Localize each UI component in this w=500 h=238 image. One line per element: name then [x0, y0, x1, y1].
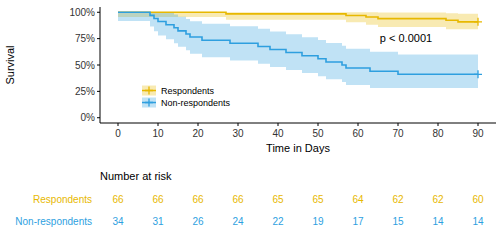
x-tick	[358, 123, 359, 126]
x-tick-label: 50	[312, 128, 324, 139]
legend-label: Non-respondents	[161, 98, 231, 108]
risk-count: 66	[192, 194, 204, 205]
x-tick	[158, 123, 159, 126]
legend-key	[142, 86, 156, 96]
risk-count: 14	[432, 216, 444, 227]
x-tick	[438, 123, 439, 126]
survival-curve	[118, 12, 478, 22]
y-axis-title: Survival	[4, 45, 16, 84]
risk-count: 19	[312, 216, 324, 227]
risk-count: 64	[352, 194, 364, 205]
y-tick	[97, 91, 100, 92]
risk-count: 66	[112, 194, 124, 205]
x-tick	[118, 123, 119, 126]
y-tick-label: 25%	[75, 86, 95, 97]
chart: 0% 25% 50% 75% 100% 0 10 20 30 40 50 60 70 80 90 Surviv…	[0, 0, 500, 238]
risk-table-title: Number at risk	[100, 170, 172, 182]
x-tick-label: 30	[232, 128, 244, 139]
risk-row-label: Respondents	[33, 194, 92, 205]
risk-count: 62	[392, 194, 404, 205]
y-tick	[97, 38, 100, 39]
risk-count: 62	[432, 194, 444, 205]
x-tick-label: 10	[152, 128, 164, 139]
survival-curve	[118, 12, 478, 74]
risk-count: 34	[112, 216, 124, 227]
risk-count: 65	[312, 194, 324, 205]
x-tick-label: 90	[472, 128, 484, 139]
confidence-band	[118, 12, 478, 88]
x-tick-label: 40	[272, 128, 284, 139]
x-axis-title: Time in Days	[266, 142, 330, 154]
risk-count: 65	[272, 194, 284, 205]
legend-key	[142, 98, 156, 108]
risk-count: 26	[192, 216, 204, 227]
x-tick-label: 80	[432, 128, 444, 139]
y-tick-label: 75%	[75, 33, 95, 44]
x-tick-label: 0	[115, 128, 121, 139]
risk-count: 22	[272, 216, 284, 227]
censor-mark	[474, 18, 482, 26]
plot-area	[118, 12, 482, 88]
risk-count: 15	[392, 216, 404, 227]
censor-mark	[474, 70, 482, 78]
y-tick-label: 50%	[75, 60, 95, 71]
risk-count: 66	[152, 194, 164, 205]
x-tick	[278, 123, 279, 126]
x-tick	[318, 123, 319, 126]
y-tick-label: 0%	[81, 112, 96, 123]
x-tick-label: 70	[392, 128, 404, 139]
risk-count: 24	[232, 216, 244, 227]
risk-count: 17	[352, 216, 364, 227]
p-value: p < 0.0001	[380, 32, 432, 44]
y-tick	[97, 12, 100, 13]
x-tick	[238, 123, 239, 126]
x-tick	[398, 123, 399, 126]
x-tick	[198, 123, 199, 126]
risk-count: 31	[152, 216, 164, 227]
legend-key-marker	[145, 99, 153, 107]
y-tick-label: 100%	[69, 7, 95, 18]
legend-key-marker	[145, 87, 153, 95]
x-tick	[478, 123, 479, 126]
x-tick-label: 60	[352, 128, 364, 139]
risk-count: 60	[472, 194, 484, 205]
legend-label: Respondents	[161, 86, 215, 96]
risk-count: 14	[472, 216, 484, 227]
y-tick	[97, 65, 100, 66]
y-tick	[97, 117, 100, 118]
risk-count: 66	[232, 194, 244, 205]
x-axis-line	[100, 123, 496, 124]
risk-row-label: Non-respondents	[15, 216, 92, 227]
x-tick-label: 20	[192, 128, 204, 139]
